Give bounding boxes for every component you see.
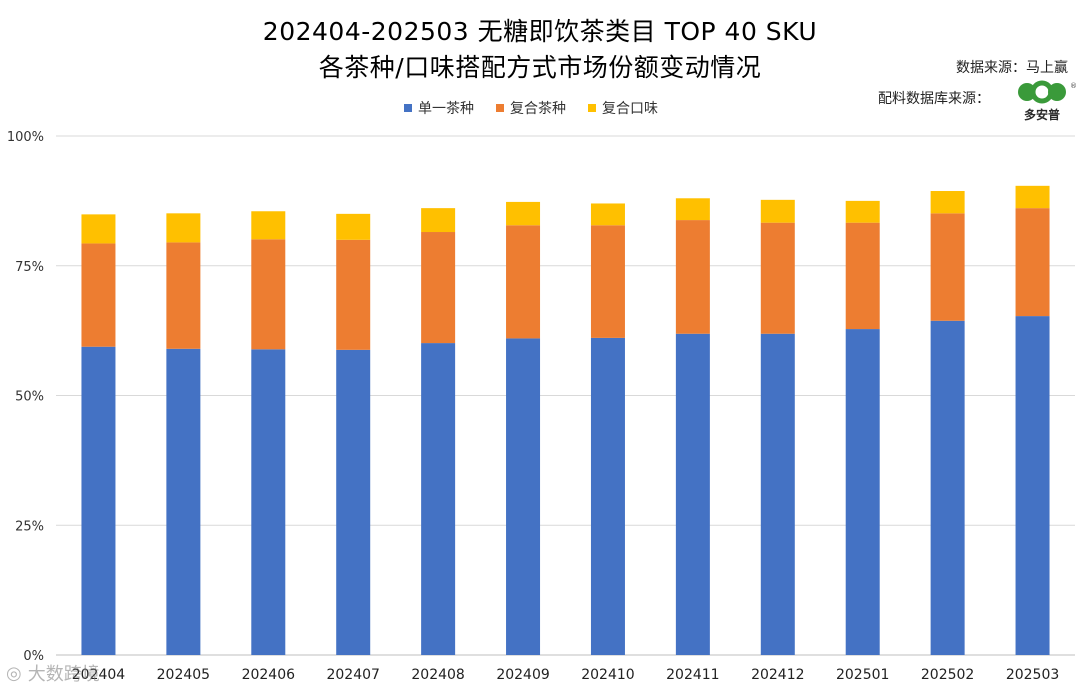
bar-compound-flavor [760,199,795,223]
legend-label-compound-tea: 复合茶种 [510,101,566,117]
bar-single [421,343,456,655]
y-tick-label: 25% [15,519,44,534]
bar-compound-tea [845,222,880,330]
bar-compound-tea [166,242,201,349]
data-source-label: 数据来源：马上赢 [956,60,1068,76]
bar-compound-flavor [590,203,625,226]
database-source-label: 配料数据库来源： [878,91,990,107]
legend-label-single: 单一茶种 [418,101,474,117]
bar-single [81,346,116,655]
bar-single [675,333,710,655]
bar-single [1015,316,1050,655]
bar-compound-tea [421,232,456,344]
bar-compound-flavor [166,213,201,243]
bar-compound-tea [675,220,710,334]
bar-compound-tea [930,213,965,321]
bar-compound-tea [81,243,116,347]
bar-compound-flavor [1015,185,1050,209]
bar-compound-flavor [81,214,116,244]
bar-compound-flavor [421,208,456,233]
legend-swatch-single [404,104,412,112]
watermark-icon: ◎ [6,662,22,684]
x-tick-label: 202406 [242,667,296,683]
legend-label-compound-flavor: 复合口味 [602,101,658,117]
legend-item-single-tea: 单一茶种 [404,98,474,118]
x-tick-label: 202408 [411,667,464,683]
bar-single [506,338,541,655]
x-tick-label: 202501 [836,667,889,683]
bar-single [166,348,201,655]
bar-compound-flavor [506,201,541,226]
bar-single [336,349,371,655]
legend-item-compound-flavor: 复合口味 [588,98,658,118]
y-tick-label: 0% [23,649,44,664]
bar-compound-tea [760,222,795,334]
bar-compound-flavor [845,200,880,223]
x-tick-label: 202503 [1006,667,1059,683]
x-tick-label: 202405 [157,667,210,683]
legend-swatch-compound-flavor [588,104,596,112]
bar-compound-tea [1015,208,1050,317]
y-tick-label: 75% [15,260,44,275]
chart-title-line1: 202404-202503 无糖即饮茶类目 TOP 40 SKU [262,17,818,46]
svg-text:®: ® [1070,82,1077,90]
bar-compound-tea [590,225,625,338]
bar-single [930,320,965,655]
watermark: ◎ 大数跨境 [6,660,100,686]
bar-single [845,329,880,655]
logo-text: 多安普 [1024,108,1061,122]
bar-single [590,337,625,655]
bar-compound-flavor [675,198,710,221]
y-tick-label: 100% [7,130,44,145]
x-tick-label: 202407 [326,667,379,683]
bar-compound-flavor [930,191,965,214]
x-tick-label: 202410 [581,667,634,683]
legend-item-compound-tea: 复合茶种 [496,98,566,118]
chart-title-line2: 各茶种/口味搭配方式市场份额变动情况 [318,53,762,82]
bar-single [760,333,795,655]
bar-compound-flavor [251,211,286,240]
duoanpu-logo-icon: ® [1018,80,1077,104]
watermark-text: 大数跨境 [27,664,100,685]
bar-compound-tea [506,225,541,339]
chart-legend: 单一茶种 复合茶种 复合口味 [404,98,658,118]
x-tick-label: 202411 [666,667,719,683]
bar-compound-tea [336,239,371,350]
x-tick-label: 202502 [921,667,974,683]
legend-swatch-compound-tea [496,104,504,112]
bar-compound-flavor [336,213,371,240]
bar-single [251,349,286,655]
x-tick-label: 202409 [496,667,549,683]
x-tick-label: 202404 [72,667,126,683]
y-tick-label: 50% [15,390,44,405]
bar-compound-tea [251,239,286,350]
x-tick-label: 202412 [751,667,804,683]
